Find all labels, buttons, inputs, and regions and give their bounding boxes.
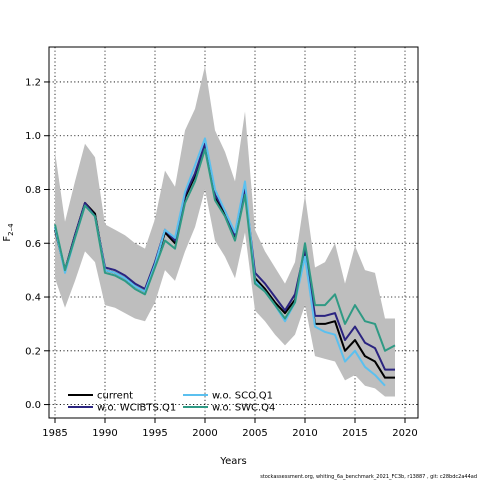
confidence-band [55,65,395,397]
confidence-band-area [55,65,395,397]
x-tick-label: 2000 [192,428,217,439]
legend-label-3: w.o. SWC.Q4 [212,403,275,414]
y-tick-label: 0.0 [25,400,41,411]
y-tick-label: 1.0 [25,131,41,142]
y-tick-label: 0.8 [25,185,41,196]
x-tick-label: 2020 [392,428,417,439]
series-line-2 [54,137,386,387]
x-tick-label: 2005 [242,428,267,439]
y-tick-label: 0.4 [25,293,41,304]
y-tick-label: 0.2 [25,346,41,357]
y-axis-title-main: F [2,236,13,242]
plot-frame [48,46,419,419]
x-tick-label: 1990 [92,428,117,439]
series-line-3 [54,148,396,352]
legend-label-2: w.o. SCO.Q1 [212,391,273,402]
legend-label-1: w.o. WCIBTS.Q1 [97,403,176,414]
series-lines [54,137,396,387]
x-tick-label: 2010 [292,428,317,439]
y-axis-title-subscript: 2–4 [7,223,15,236]
footer-note: stockassessment.org, whiting_6a_benchmar… [260,474,477,480]
x-tick-label: 1985 [42,428,67,439]
y-tick-label: 0.6 [25,239,41,250]
x-tick-label: 2015 [342,428,367,439]
y-axis-title: F2–4 [2,223,15,242]
legend-label-0: current [97,391,133,402]
x-axis-title: Years [219,456,246,467]
y-tick-label: 1.2 [25,77,41,88]
axes: 1985 1990 1995 2000 2005 2010 2015 2020 0.0 0.2 0.… [25,77,418,439]
x-tick-label: 1995 [142,428,167,439]
